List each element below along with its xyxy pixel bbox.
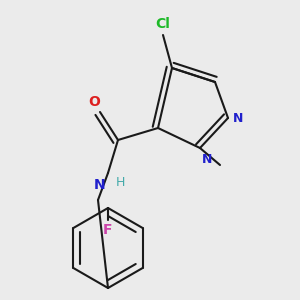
Text: N: N [202,153,212,166]
Text: H: H [115,176,125,189]
Text: N: N [94,178,106,192]
Text: O: O [88,95,100,109]
Text: Cl: Cl [156,17,170,31]
Text: N: N [233,112,243,124]
Text: F: F [103,223,113,237]
